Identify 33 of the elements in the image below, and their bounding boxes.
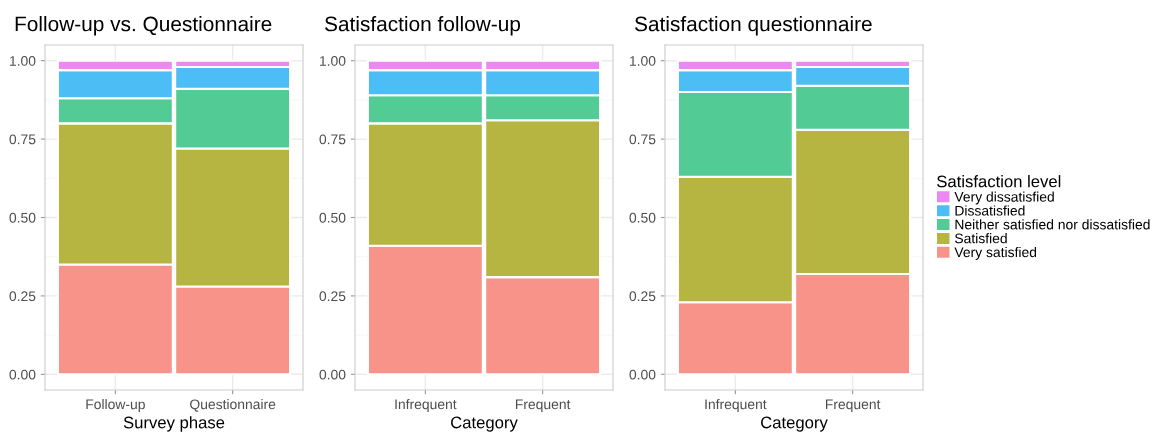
x-tick-label: Follow-up xyxy=(86,399,145,412)
x-axis-title: Category xyxy=(761,416,828,432)
y-tick-label: 1.00 xyxy=(630,56,656,66)
x-axis-title: Survey phase xyxy=(123,416,225,432)
y-tick-label: 0.75 xyxy=(319,134,346,145)
y-tick-label: 1.00 xyxy=(320,56,346,66)
chart-title: Satisfaction questionnaire xyxy=(634,16,872,36)
x-tick-label: Frequent xyxy=(515,399,571,412)
legend-label: Very dissatisfied xyxy=(954,191,1054,205)
y-tick-label: 0.25 xyxy=(9,291,36,302)
legend-label: Satisfied xyxy=(954,233,1007,244)
y-tick-label: 0.25 xyxy=(629,291,656,302)
y-tick-label: 1.00 xyxy=(10,56,36,66)
y-tick-label: 0.50 xyxy=(9,212,36,223)
legend-label: Very satisfied xyxy=(954,246,1037,260)
y-tick-label: 0.25 xyxy=(319,291,346,302)
y-tick-label: 0.00 xyxy=(319,369,346,380)
x-tick-label: Frequent xyxy=(825,399,881,412)
chart-title: Satisfaction follow-up xyxy=(324,16,521,36)
y-tick-label: 0.00 xyxy=(629,369,656,380)
legend-title: Satisfaction level xyxy=(937,175,1061,188)
legend-label: Neither satisfied nor dissatisfied xyxy=(955,219,1150,230)
x-tick-label: Questionnaire xyxy=(190,399,276,412)
y-tick-label: 0.50 xyxy=(319,212,346,223)
y-tick-label: 0.75 xyxy=(9,134,36,145)
legend-label: Dissatisfied xyxy=(955,205,1025,216)
y-tick-label: 0.00 xyxy=(9,369,36,380)
y-tick-label: 0.50 xyxy=(629,212,656,223)
y-tick-label: 0.75 xyxy=(629,134,656,145)
x-axis-title: Category xyxy=(451,416,518,432)
chart-title: Follow-up vs. Questionnaire xyxy=(15,16,272,36)
x-tick-label: Infrequent xyxy=(705,399,767,412)
x-tick-label: Infrequent xyxy=(395,399,457,412)
